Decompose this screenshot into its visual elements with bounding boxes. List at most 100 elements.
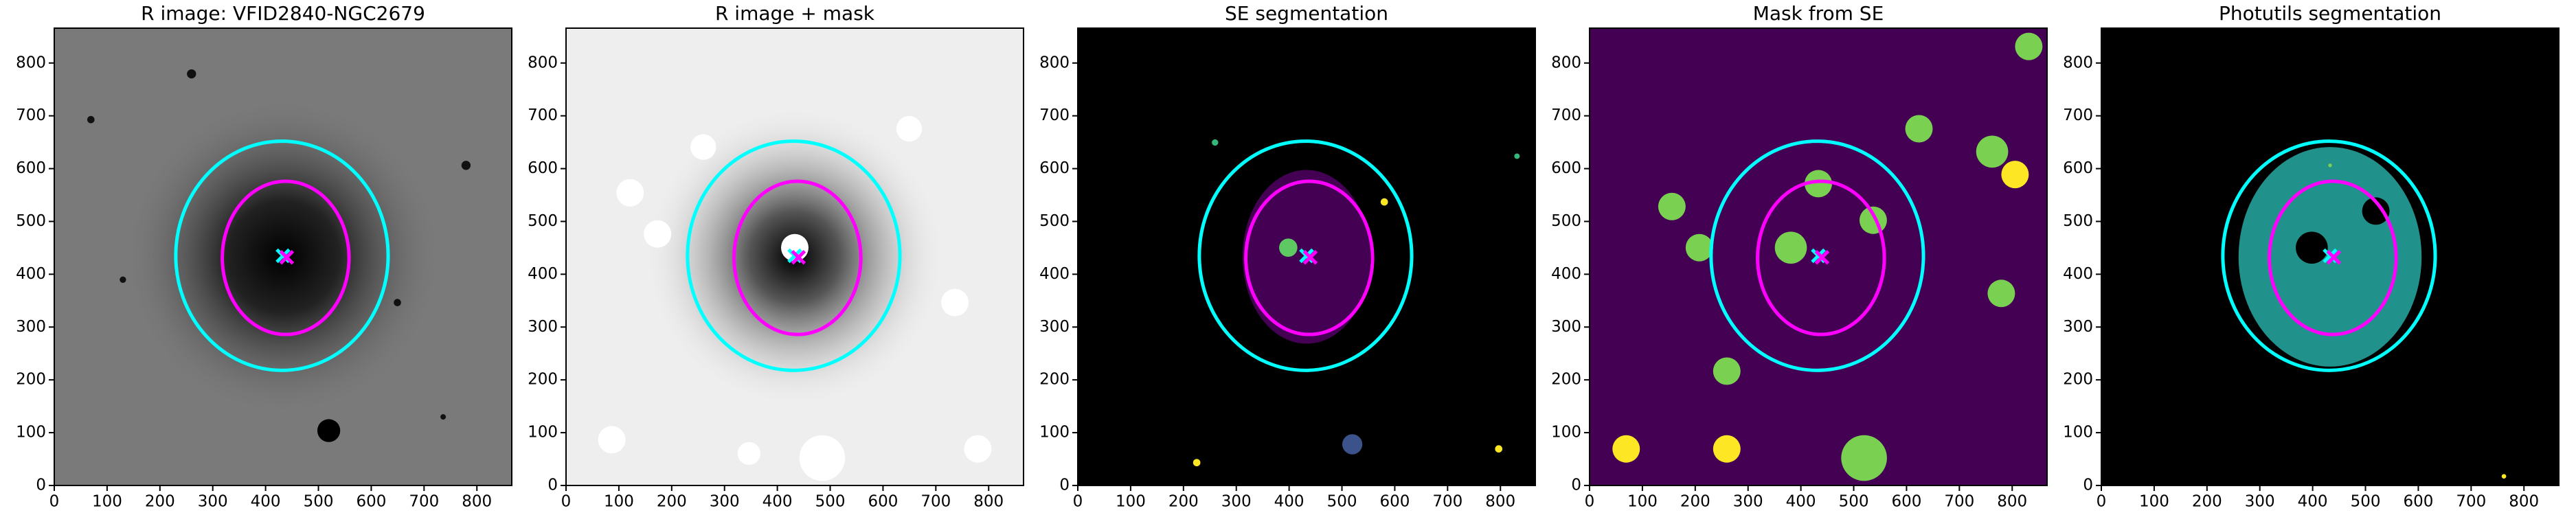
y-tick-label: 400 bbox=[16, 265, 46, 283]
aperture-ellipse bbox=[2221, 139, 2437, 372]
y-tick-label: 600 bbox=[1039, 159, 1070, 177]
x-tick-label: 300 bbox=[2245, 493, 2275, 511]
image bbox=[2101, 28, 2559, 485]
aperture-ellipse bbox=[221, 179, 351, 336]
x-tick-label: 800 bbox=[1997, 493, 2027, 511]
x-tick-label: 700 bbox=[409, 493, 439, 511]
source bbox=[1841, 435, 1887, 481]
x-tick-label: 800 bbox=[462, 493, 492, 511]
x-tick-label: 200 bbox=[1680, 493, 1710, 511]
y-tick-label: 0 bbox=[1571, 477, 1581, 494]
source bbox=[187, 69, 196, 79]
x-tick-label: 700 bbox=[1432, 493, 1462, 511]
source bbox=[1612, 435, 1640, 463]
source bbox=[1976, 135, 2009, 168]
y-tick-label: 400 bbox=[1039, 265, 1070, 283]
source bbox=[87, 115, 95, 124]
source bbox=[941, 288, 969, 317]
center-marker bbox=[1814, 250, 1830, 265]
source bbox=[1713, 435, 1741, 463]
aperture-ellipse bbox=[686, 139, 902, 372]
x-tick-label: 700 bbox=[1944, 493, 1974, 511]
source bbox=[644, 220, 672, 248]
y-tick-label: 500 bbox=[2063, 212, 2093, 230]
aperture-ellipse bbox=[732, 179, 863, 336]
panel: SE segmentation 0 100 200 300 400 500 600 700 800… bbox=[1039, 2, 1536, 511]
x-tick-label: 800 bbox=[973, 493, 1004, 511]
source bbox=[2362, 197, 2390, 225]
x-tick-label: 100 bbox=[1116, 493, 1146, 511]
x-tick-label: 400 bbox=[1786, 493, 1816, 511]
y-tick-label: 800 bbox=[1551, 54, 1581, 71]
source bbox=[1859, 206, 1887, 234]
panel-title: Mask from SE bbox=[1753, 2, 1884, 25]
panel: R image + mask 0 100 200 300 400 500 600 700 800 0… bbox=[528, 2, 1024, 511]
axes-frame bbox=[54, 27, 512, 486]
axes-frame bbox=[565, 27, 1024, 486]
y-tick-label: 800 bbox=[528, 54, 558, 71]
source bbox=[737, 442, 761, 466]
y-tick-label: 400 bbox=[1551, 265, 1581, 283]
x-tick-label: 800 bbox=[2509, 493, 2539, 511]
source bbox=[1987, 279, 2015, 308]
source bbox=[896, 115, 923, 142]
aperture-ellipse bbox=[174, 139, 390, 372]
aperture-ellipse bbox=[1244, 179, 1375, 336]
x-tick-label: 400 bbox=[762, 493, 793, 511]
source bbox=[1713, 357, 1741, 385]
x-tick-label: 400 bbox=[1274, 493, 1304, 511]
x-tick-label: 400 bbox=[2298, 493, 2328, 511]
x-tick-label: 700 bbox=[920, 493, 951, 511]
x-tick-label: 100 bbox=[2139, 493, 2169, 511]
source bbox=[2015, 32, 2043, 60]
y-tick-label: 100 bbox=[2063, 424, 2093, 442]
x-tick-label: 200 bbox=[1168, 493, 1199, 511]
x-tick-label: 500 bbox=[304, 493, 334, 511]
x-tick-label: 500 bbox=[1327, 493, 1357, 511]
x-tick-label: 600 bbox=[868, 493, 898, 511]
panel: Mask from SE 0 100 200 300 400 500 600 700 800 0 10… bbox=[1551, 2, 2048, 511]
y-tick-label: 600 bbox=[528, 159, 558, 177]
x-tick-label: 100 bbox=[1627, 493, 1658, 511]
source bbox=[799, 435, 846, 481]
source bbox=[964, 435, 992, 463]
x-tick-label: 600 bbox=[356, 493, 386, 511]
center-marker bbox=[2326, 250, 2342, 265]
source bbox=[2296, 231, 2328, 264]
image bbox=[1078, 28, 1535, 485]
x-tick-label: 500 bbox=[2351, 493, 2381, 511]
panel-title: SE segmentation bbox=[1225, 2, 1388, 25]
x-tick-label: 0 bbox=[49, 493, 60, 511]
axes-frame bbox=[1077, 27, 1536, 486]
source bbox=[690, 134, 716, 160]
y-tick-label: 300 bbox=[2063, 318, 2093, 336]
y-tick-label: 800 bbox=[16, 54, 46, 71]
y-tick-label: 500 bbox=[1551, 212, 1581, 230]
y-tick-label: 300 bbox=[1551, 318, 1581, 336]
axes-frame bbox=[1589, 27, 2048, 486]
source bbox=[1495, 445, 1503, 453]
x-tick-label: 0 bbox=[1585, 493, 1595, 511]
y-tick-label: 200 bbox=[16, 371, 46, 389]
y-tick-label: 100 bbox=[1039, 424, 1070, 442]
y-tick-label: 400 bbox=[2063, 265, 2093, 283]
x-tick-label: 0 bbox=[1073, 493, 1083, 511]
source bbox=[120, 276, 126, 283]
source bbox=[440, 414, 447, 420]
y-tick-label: 700 bbox=[1551, 106, 1581, 124]
x-tick-label: 0 bbox=[2097, 493, 2107, 511]
panel: Photutils segmentation 0 100 200 300 400 500 60… bbox=[2063, 2, 2560, 511]
axes-frame bbox=[2101, 27, 2560, 486]
x-tick-label: 300 bbox=[1221, 493, 1252, 511]
y-tick-label: 300 bbox=[16, 318, 46, 336]
y-tick-label: 100 bbox=[16, 424, 46, 442]
x-tick-label: 100 bbox=[92, 493, 122, 511]
x-tick-label: 700 bbox=[2456, 493, 2486, 511]
y-tick-label: 600 bbox=[16, 159, 46, 177]
source bbox=[1342, 434, 1363, 455]
source bbox=[1380, 198, 1388, 206]
y-tick-label: 600 bbox=[1551, 159, 1581, 177]
aperture-ellipse bbox=[1197, 139, 1414, 372]
y-tick-label: 200 bbox=[2063, 371, 2093, 389]
